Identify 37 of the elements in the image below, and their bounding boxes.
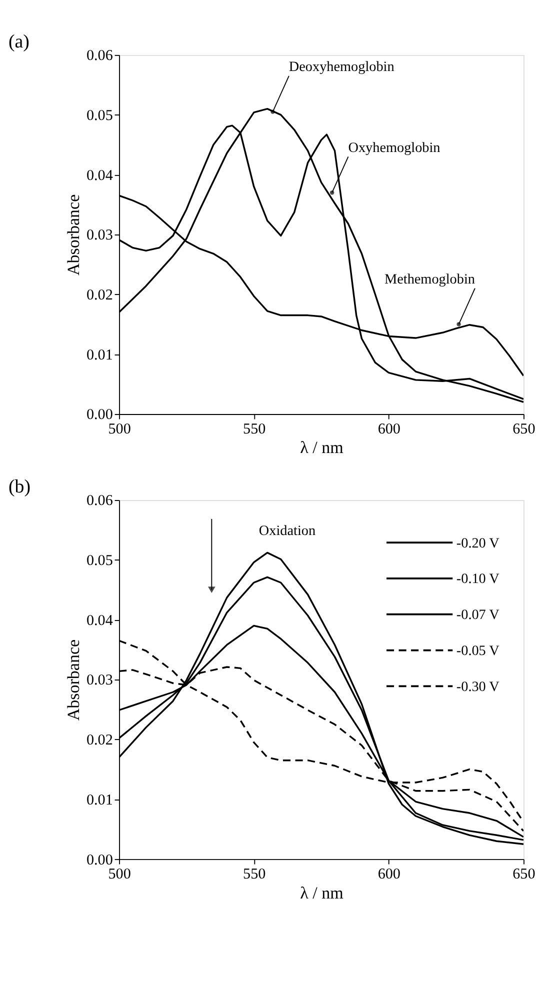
y-tick-label: 0.06 bbox=[86, 493, 114, 510]
y-tick-label: 0.01 bbox=[86, 792, 113, 808]
x-tick-label: 600 bbox=[378, 421, 400, 438]
legend-label: -0.05 V bbox=[456, 642, 500, 659]
chart-title: (b) bbox=[8, 476, 31, 498]
annotation: Oxyhemoglobin bbox=[348, 140, 440, 156]
y-tick-label: 0.01 bbox=[86, 347, 113, 364]
y-tick-label: 0.06 bbox=[86, 48, 114, 64]
y-tick-label: 0.03 bbox=[86, 672, 113, 689]
y-tick-label: 0.05 bbox=[86, 553, 113, 570]
y-axis-title: Absorbance bbox=[64, 194, 83, 276]
y-tick-label: 0.00 bbox=[86, 852, 113, 868]
y-axis-title: Absorbance bbox=[64, 639, 83, 721]
x-tick-label: 500 bbox=[108, 421, 131, 438]
y-tick-label: 0.02 bbox=[86, 288, 113, 304]
x-tick-label: 550 bbox=[243, 866, 266, 882]
legend-label: -0.30 V bbox=[456, 678, 500, 695]
y-tick-label: 0.04 bbox=[86, 168, 114, 184]
x-tick-label: 650 bbox=[512, 866, 536, 882]
x-tick-label: 500 bbox=[108, 866, 131, 882]
x-tick-label: 600 bbox=[378, 866, 400, 882]
y-tick-label: 0.04 bbox=[86, 612, 114, 629]
annotation: Methemoglobin bbox=[384, 272, 475, 288]
annotation: Oxidation bbox=[258, 522, 316, 539]
x-tick-label: 650 bbox=[512, 421, 536, 438]
legend-label: -0.07 V bbox=[456, 607, 500, 624]
legend-label: -0.10 V bbox=[456, 571, 500, 588]
x-axis-title: λ / nm bbox=[300, 438, 344, 458]
annotation: Deoxyhemoglobin bbox=[288, 59, 394, 76]
y-tick-label: 0.05 bbox=[86, 108, 113, 124]
x-axis-title: λ / nm bbox=[300, 883, 344, 902]
chart-title: (a) bbox=[8, 31, 30, 52]
x-tick-label: 550 bbox=[243, 421, 266, 438]
legend-label: -0.20 V bbox=[456, 535, 500, 552]
y-tick-label: 0.02 bbox=[86, 732, 113, 749]
y-tick-label: 0.03 bbox=[86, 228, 113, 244]
y-tick-label: 0.00 bbox=[86, 407, 113, 424]
